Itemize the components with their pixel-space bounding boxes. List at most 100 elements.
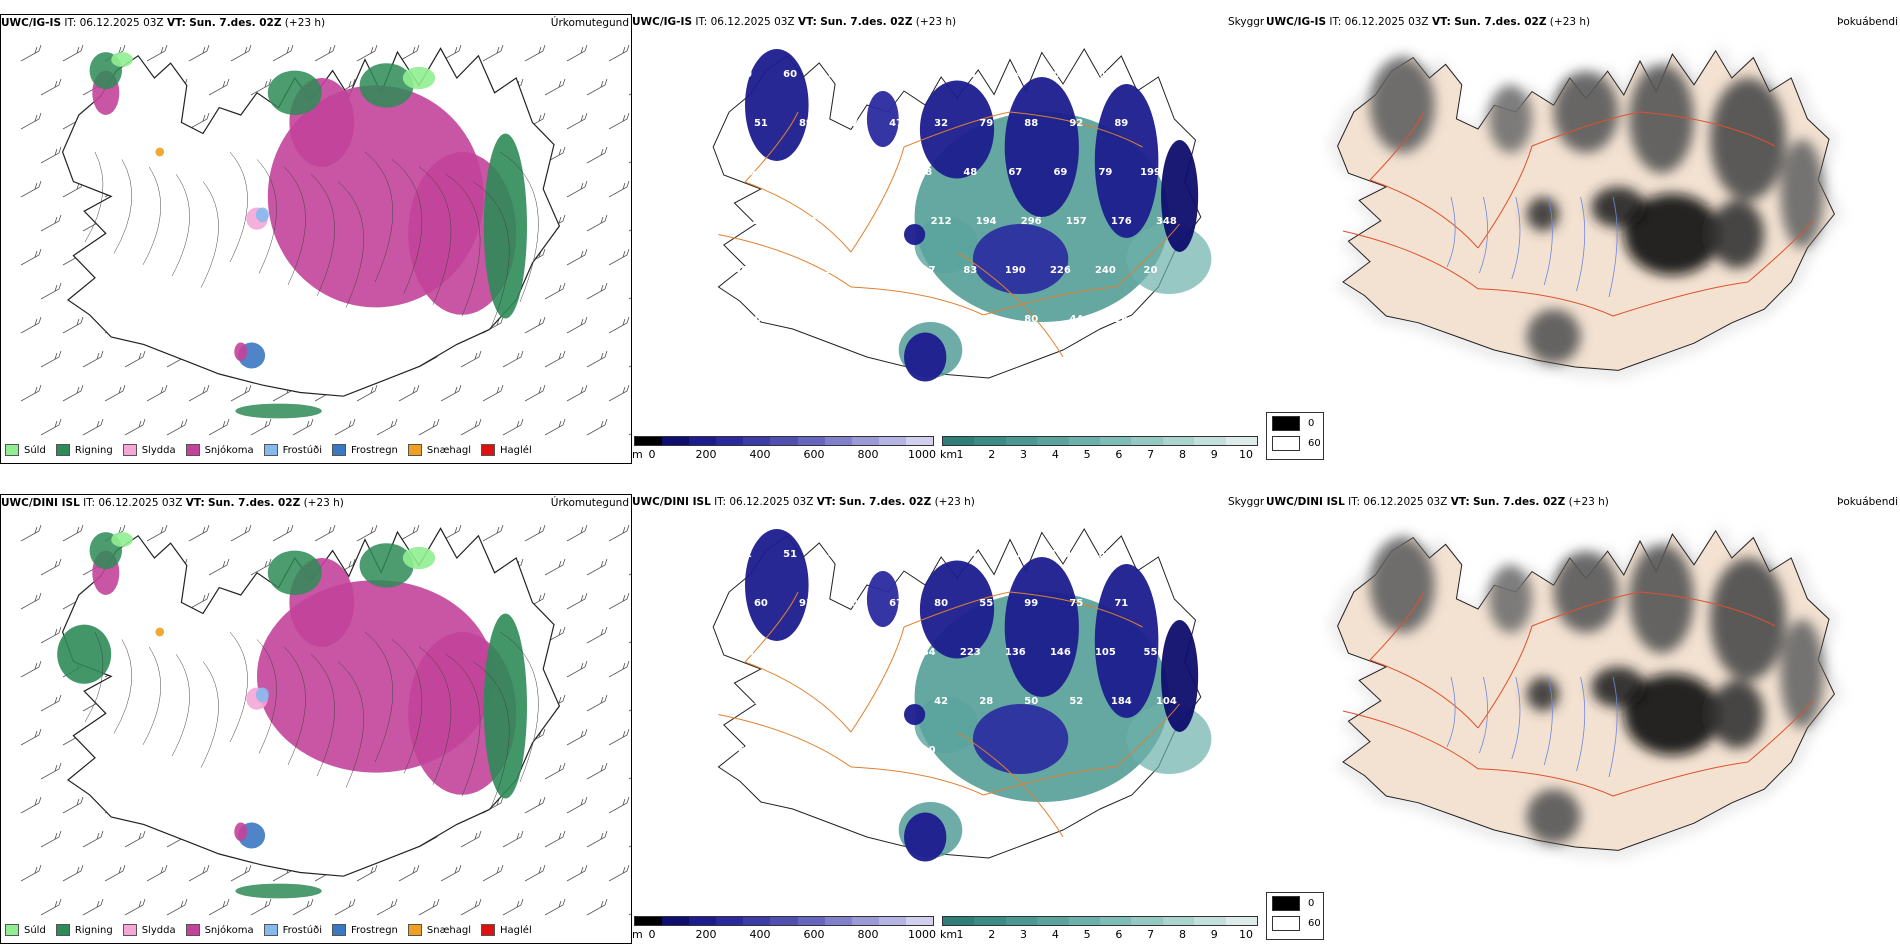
panel-title: Úrkomutegund xyxy=(550,17,629,29)
cloudbase-labels: 72 51 42 79 69 54 61 109 58 45 60 93 80 67 80 55 99 75 71 9… xyxy=(735,549,1177,756)
cloudbase-colorbar: m 0 200 400 600 800 1000 xyxy=(632,436,936,464)
rain-area xyxy=(483,133,527,319)
colorbar-tick: 7 xyxy=(1147,928,1155,941)
road-line xyxy=(283,646,306,765)
colorbar-segment xyxy=(743,917,771,925)
wind-barb xyxy=(544,350,566,368)
colorbar-tick: 6 xyxy=(1115,928,1123,941)
wind-barb xyxy=(20,592,42,610)
road-line xyxy=(310,174,335,297)
road-line xyxy=(850,766,984,796)
cloudbase-label: 117 xyxy=(915,265,936,276)
colorbar-segment xyxy=(1131,917,1163,925)
colorbar-segment xyxy=(1068,437,1101,445)
fog-area xyxy=(1710,78,1786,201)
cloudbase-label: 92 xyxy=(1069,118,1083,129)
wind-barb xyxy=(62,44,84,62)
wind-barb xyxy=(566,864,588,882)
wind-barb xyxy=(544,762,566,780)
cloudbase-label: 296 xyxy=(1021,216,1042,227)
colorbar-unit: m xyxy=(632,928,643,941)
river-line xyxy=(1543,676,1553,766)
precip-map xyxy=(20,524,631,916)
fog-area xyxy=(1623,193,1721,276)
cloudbase-label: 52 xyxy=(1069,696,1083,707)
road-line xyxy=(850,146,905,253)
low-cloud-area xyxy=(1161,620,1199,732)
colorbar-segment xyxy=(1100,437,1132,445)
legend-item: Rigning xyxy=(55,924,113,936)
wind-barb xyxy=(188,592,210,610)
wind-barb xyxy=(230,524,252,542)
panel-header: UWC/IG-IS IT: 06.12.2025 03Z VT: Sun. 7.… xyxy=(1,15,631,31)
it-value: 06.12.2025 03Z xyxy=(79,17,164,29)
colorbar-tick: 3 xyxy=(1020,928,1028,941)
wind-barb xyxy=(40,694,62,712)
wind-barb xyxy=(608,796,630,814)
legend-item: Súld xyxy=(5,924,46,936)
wind-barb xyxy=(314,44,336,62)
wind-barb xyxy=(628,845,631,848)
rain-area xyxy=(359,543,414,588)
river-line xyxy=(1576,196,1586,292)
cloudbase-label: 65 xyxy=(754,314,768,325)
colorbar-unit: km xyxy=(940,448,958,461)
wind-barb xyxy=(62,864,84,882)
wind-barb xyxy=(566,180,588,198)
cloudbase-label: 67 xyxy=(1008,167,1022,178)
cloud-panel-bottom: UWC/DINI ISL IT: 06.12.2025 03Z VT: Sun.… xyxy=(632,494,1264,944)
it-value: 06.12.2025 03Z xyxy=(1344,16,1429,28)
cloudbase-label: 44 xyxy=(873,69,887,80)
lead-time: (+23 h) xyxy=(1568,496,1609,508)
wind-barb xyxy=(524,44,546,62)
vt-label: VT: xyxy=(1450,496,1470,508)
low-cloud-area xyxy=(904,812,947,862)
wind-barb xyxy=(376,898,398,916)
cloudbase-label: 157 xyxy=(1066,216,1087,227)
model-source: UWC/IG-IS xyxy=(632,16,693,28)
wind-barb xyxy=(586,898,608,916)
wind-barb xyxy=(544,830,566,848)
low-cloud-area xyxy=(904,224,926,245)
rain-area xyxy=(57,624,112,684)
vt-value: Sun. 7.des. 02Z xyxy=(208,497,301,509)
road-line xyxy=(364,151,394,283)
river-line xyxy=(1479,196,1488,274)
cloudbase-label: 190 xyxy=(1005,265,1026,276)
snow-area xyxy=(234,342,248,362)
fog-area xyxy=(1553,71,1619,153)
wind-barb xyxy=(40,830,62,848)
cloudbase-label: 54 xyxy=(963,549,977,560)
cloudbase-label: 42 xyxy=(934,696,948,707)
cloudbase-label: 88 xyxy=(1024,118,1038,129)
road-line xyxy=(229,151,248,263)
cloudbase-label: 20 xyxy=(1144,265,1158,276)
panel-title: Skyggni xyxy=(1228,16,1264,28)
wind-barb xyxy=(334,898,356,916)
wind-barb xyxy=(608,180,630,198)
cloudbase-label: 240 xyxy=(1095,265,1116,276)
cloudbase-label: 122 xyxy=(825,647,846,658)
cloud-panel-top: UWC/IG-IS IT: 06.12.2025 03Z VT: Sun. 7.… xyxy=(632,14,1264,464)
colorbar-tick: 1 xyxy=(956,928,964,941)
fog-legend-swatch xyxy=(1272,435,1300,451)
legend-item: Súld xyxy=(5,444,46,456)
wind-barb xyxy=(188,864,210,882)
colorbar-tick: 7 xyxy=(1147,448,1155,461)
road-line xyxy=(1342,710,1479,770)
road-line xyxy=(1009,591,1143,628)
precip-panel-top: UWC/IG-IS IT: 06.12.2025 03Z VT: Sun. 7.… xyxy=(0,14,632,464)
wind-barb xyxy=(524,864,546,882)
legend-item: Haglél xyxy=(481,924,532,936)
low-cloud-area xyxy=(972,704,1069,774)
cloudbase-label: 68 xyxy=(783,167,797,178)
wind-barb xyxy=(124,898,146,916)
fog-area xyxy=(1370,57,1435,153)
wind-barb xyxy=(418,418,440,436)
precip-legend: Súld Rigning Slydda Snjókoma Frostúði Frostre… xyxy=(5,441,542,459)
fog-legend: 0 60 xyxy=(1266,892,1324,940)
legend-item: Rigning xyxy=(55,444,113,456)
wind-barb xyxy=(502,350,524,368)
drizzle-area xyxy=(402,546,436,570)
it-label: IT: xyxy=(695,16,708,28)
